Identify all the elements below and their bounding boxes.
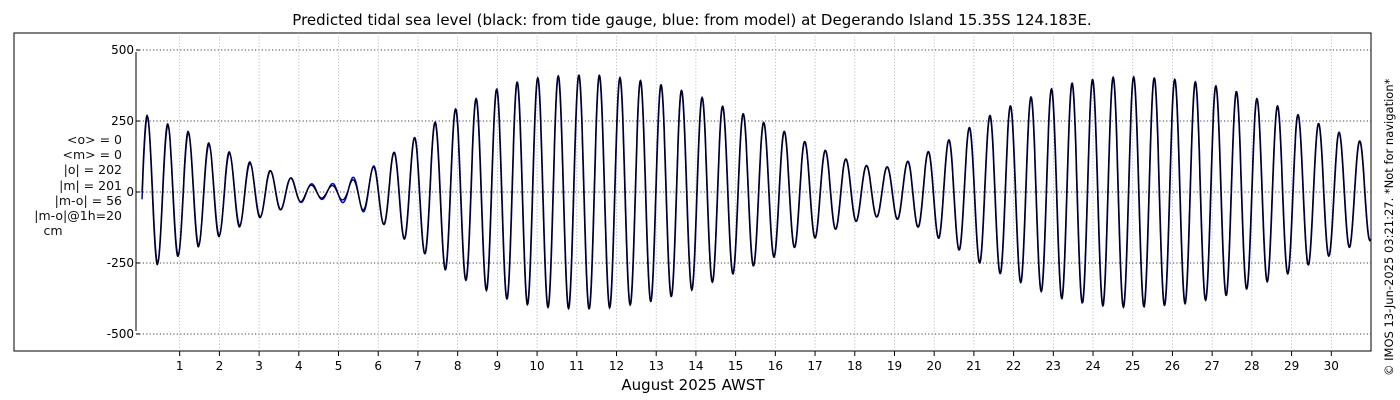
- x-tick-label: 25: [1125, 359, 1140, 373]
- outer-frame: [13, 32, 1372, 352]
- x-tick-label: 8: [454, 359, 462, 373]
- stat-abs-diff-1h: |m-o|@1h=20: [34, 208, 122, 224]
- stat-mean-model: <m> = 0: [62, 147, 123, 163]
- x-tick-label: 26: [1165, 359, 1180, 373]
- chart-title: Predicted tidal sea level (black: from t…: [292, 11, 1091, 29]
- x-axis-label: August 2025 AWST: [621, 376, 765, 394]
- x-tick-label: 7: [414, 359, 422, 373]
- stat-mean-obs: <o> = 0: [67, 132, 122, 147]
- x-tick-label: 10: [529, 359, 544, 373]
- x-tick-label: 9: [494, 359, 502, 373]
- x-tick-label: 19: [887, 359, 902, 373]
- x-tick-label: 2: [216, 359, 224, 373]
- x-tick-label: 17: [807, 359, 822, 373]
- x-tick-label: 3: [255, 359, 263, 373]
- y-tick-label: 250: [111, 114, 134, 128]
- copyright-note: © IMOS 13-Jun-2025 03:21:27. *Not for na…: [1382, 78, 1396, 376]
- x-tick-label: 12: [609, 359, 624, 373]
- x-tick-label: 13: [649, 359, 664, 373]
- x-tick-label: 4: [295, 359, 303, 373]
- x-tick-label: 1: [176, 359, 184, 373]
- x-tick-label: 11: [569, 359, 584, 373]
- y-tick-label: -500: [107, 327, 134, 341]
- x-tick-label: 21: [966, 359, 981, 373]
- x-tick-label: 27: [1205, 359, 1220, 373]
- x-tick-label: 16: [768, 359, 783, 373]
- y-axis-ticks: 500 250 0 -250 -500: [107, 43, 140, 341]
- x-tick-label: 20: [927, 359, 942, 373]
- stat-unit: cm: [43, 223, 63, 239]
- x-tick-label: 23: [1046, 359, 1061, 373]
- y-tick-label: 0: [126, 185, 134, 199]
- stats-panel: <o> = 0 <m> = 0 |o| = 202 |m| = 201 |m-o…: [0, 132, 122, 238]
- x-tick-label: 24: [1085, 359, 1100, 373]
- series-group: [141, 73, 1372, 311]
- x-tick-label: 30: [1324, 359, 1339, 373]
- stat-abs-model: |m| = 201: [59, 177, 122, 193]
- x-tick-label: 14: [688, 359, 703, 373]
- x-tick-label: 18: [847, 359, 862, 373]
- x-tick-label: 5: [335, 359, 343, 373]
- stat-abs-diff: |m-o| = 56: [54, 192, 122, 208]
- x-tick-label: 28: [1244, 359, 1259, 373]
- x-tick-label: 29: [1284, 359, 1299, 373]
- x-axis-ticks: 1 2 3 4 5 6 7 8 9 10 11 12 13 14 15 16 17 18 19 20 21 22 23 24 2…: [176, 351, 1339, 373]
- series-line-tide-gauge: [141, 74, 1372, 311]
- x-tick-label: 22: [1006, 359, 1021, 373]
- y-tick-label: -250: [107, 256, 134, 270]
- y-tick-label: 500: [111, 43, 134, 57]
- stat-abs-obs: |o| = 202: [63, 162, 122, 178]
- x-tick-label: 6: [374, 359, 382, 373]
- x-tick-label: 15: [728, 359, 743, 373]
